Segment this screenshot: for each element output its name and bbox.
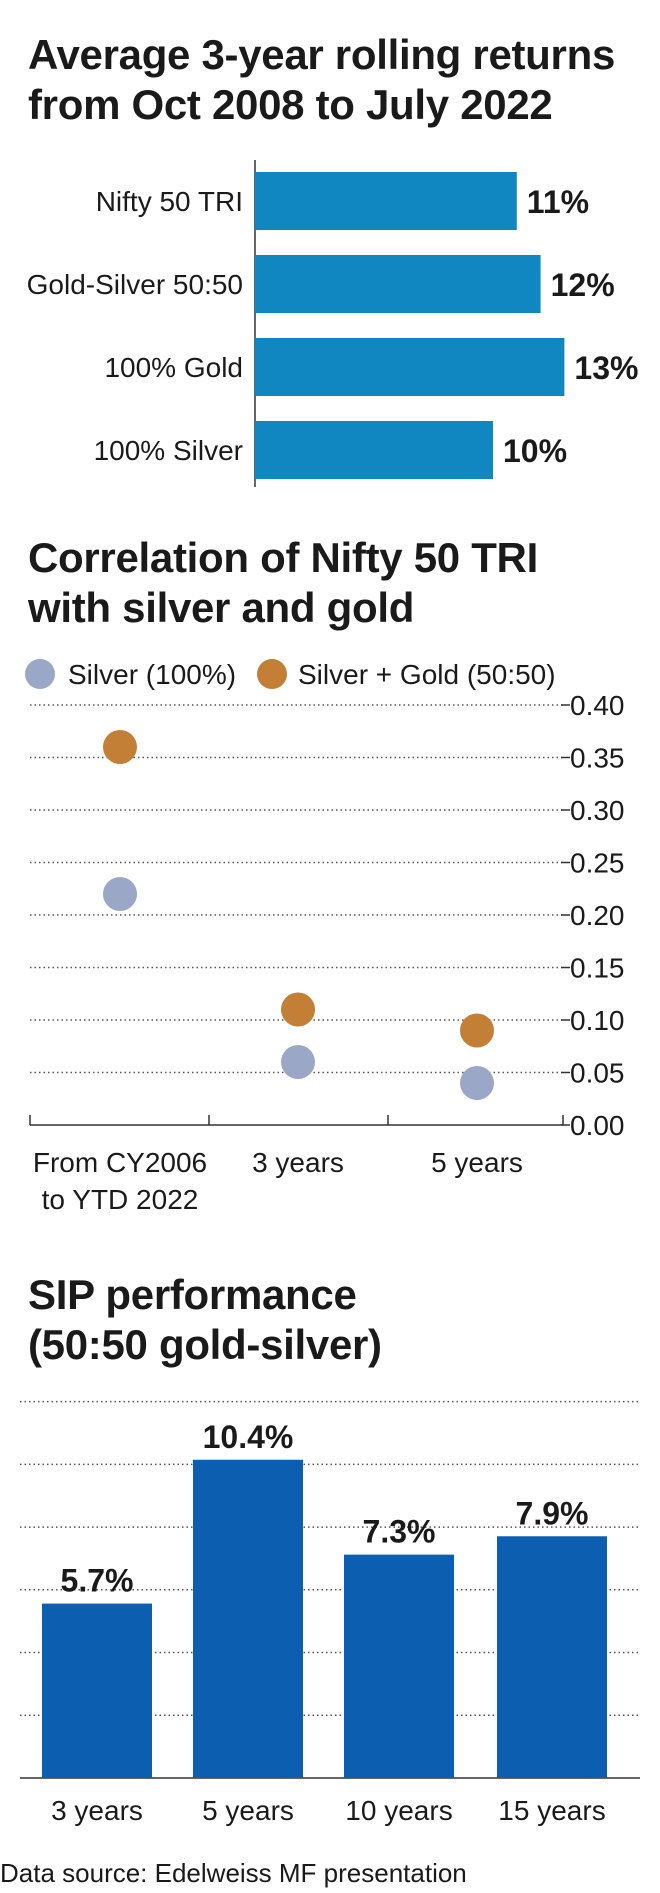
chart2-title-line2: with silver and gold	[28, 584, 415, 631]
returns-bar-chart: Nifty 50 TRI 11% Gold-Silver 50:50 12% 100% …	[27, 160, 638, 487]
value-label-2: 13%	[574, 350, 638, 386]
y-tick-label-4: 0.20	[570, 900, 625, 931]
bar-0	[42, 1603, 152, 1778]
category-label-2: 10 years	[345, 1795, 452, 1826]
y-tick-label-0: 0.00	[570, 1110, 625, 1141]
chart1-title-line2: from Oct 2008 to July 2022	[28, 81, 553, 128]
point-s1-2	[460, 1013, 494, 1048]
category-label-0: 3 years	[51, 1795, 143, 1826]
chart2-title-line1: Correlation of Nifty 50 TRI	[28, 534, 538, 581]
y-tick-label-2: 0.10	[570, 1005, 625, 1036]
value-label-0: 11%	[527, 184, 589, 220]
chart3-title: SIP performance (50:50 gold-silver)	[28, 1270, 382, 1370]
category-label-3: 15 years	[498, 1795, 605, 1826]
y-tick-label-1: 0.05	[570, 1058, 625, 1089]
category-label-1: Gold-Silver 50:50	[27, 269, 243, 300]
bar-2	[344, 1554, 454, 1778]
value-label-0: 5.7%	[61, 1563, 134, 1599]
x-category-label-1-0: 3 years	[252, 1147, 344, 1178]
value-label-3: 7.9%	[516, 1495, 589, 1531]
legend-label-1: Silver + Gold (50:50)	[298, 659, 556, 690]
legend-marker-1	[257, 659, 287, 689]
value-label-2: 7.3%	[363, 1514, 436, 1550]
point-s1-0	[103, 730, 137, 764]
value-label-3: 10%	[503, 433, 567, 469]
chart2-title: Correlation of Nifty 50 TRI with silver …	[28, 533, 538, 633]
chart1-title: Average 3-year rolling returns from Oct …	[28, 30, 615, 130]
point-s0-0	[103, 877, 137, 911]
correlation-scatter-chart: Silver (100%) Silver + Gold (50:50) 0.00 0.…	[25, 659, 625, 1215]
x-category-label-0-0: From CY2006	[33, 1147, 207, 1178]
value-label-1: 10.4%	[203, 1419, 294, 1455]
category-label-0: Nifty 50 TRI	[96, 186, 243, 217]
x-category-label-0-1: to YTD 2022	[42, 1184, 199, 1215]
point-s1-1	[281, 992, 315, 1027]
legend-marker-0	[25, 659, 55, 689]
chart1-title-line1: Average 3-year rolling returns	[28, 31, 615, 78]
point-s0-1	[281, 1045, 315, 1079]
bar-3	[497, 1536, 607, 1778]
bar-2	[255, 338, 565, 396]
chart3-title-line2: (50:50 gold-silver)	[28, 1321, 382, 1368]
value-label-1: 12%	[551, 267, 615, 303]
chart3-title-line1: SIP performance	[28, 1271, 357, 1318]
data-source-note: Data source: Edelweiss MF presentation	[0, 1858, 467, 1888]
bar-0	[255, 172, 517, 230]
y-tick-label-7: 0.35	[570, 743, 625, 774]
point-s0-2	[460, 1066, 494, 1100]
y-tick-label-5: 0.25	[570, 848, 625, 879]
y-tick-label-3: 0.15	[570, 953, 625, 984]
y-tick-label-8: 0.40	[570, 690, 625, 721]
x-category-label-2-0: 5 years	[431, 1147, 523, 1178]
category-label-3: 100% Silver	[94, 435, 243, 466]
category-label-2: 100% Gold	[104, 352, 243, 383]
bar-1	[255, 255, 541, 313]
category-label-1: 5 years	[202, 1795, 294, 1826]
legend-label-0: Silver (100%)	[68, 659, 236, 690]
y-tick-label-6: 0.30	[570, 795, 625, 826]
sip-bar-chart: 5.7% 3 years 10.4% 5 years 7.3% 10 years 7.9% 1…	[20, 1400, 640, 1826]
bar-3	[255, 421, 493, 479]
bar-1	[193, 1459, 303, 1778]
